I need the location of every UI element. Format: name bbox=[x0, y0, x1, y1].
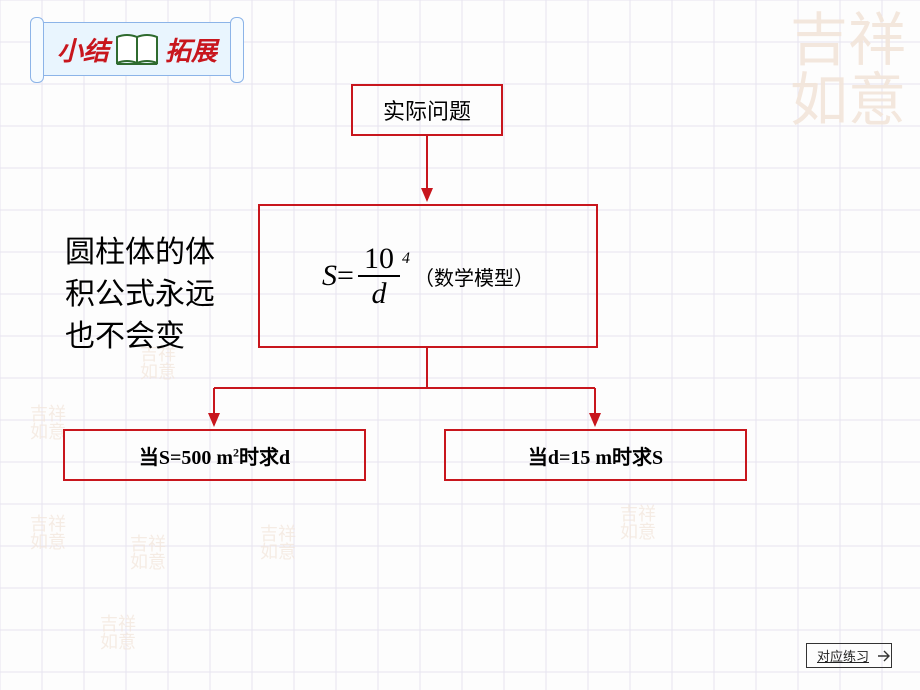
side-note: 圆柱体的体 积公式永远 也不会变 bbox=[65, 232, 215, 358]
next-exercise-label: 对应练习 bbox=[817, 649, 869, 664]
flow-node-middle: S = 10 d 4 （数学模型） bbox=[258, 204, 598, 348]
flow-right-label: 当d=15 m时求S bbox=[528, 441, 663, 470]
title-banner: 小结 拓展 bbox=[38, 22, 236, 76]
title-right: 拓展 bbox=[165, 31, 217, 68]
flow-node-right: 当d=15 m时求S bbox=[444, 429, 747, 481]
flow-node-top-label: 实际问题 bbox=[383, 94, 471, 126]
side-note-line: 积公式永远 bbox=[65, 274, 215, 316]
title-left: 小结 bbox=[57, 31, 109, 68]
formula-num-base: 10 bbox=[364, 242, 394, 275]
flow-left-prefix: 当S=500 m bbox=[139, 447, 233, 469]
formula-lhs: S bbox=[322, 259, 337, 293]
next-exercise-button[interactable]: 对应练习 bbox=[806, 643, 892, 668]
formula-eq: = bbox=[337, 259, 354, 293]
book-icon bbox=[115, 33, 159, 65]
flow-left-suffix: 时求d bbox=[239, 447, 290, 469]
formula-fraction: 10 d bbox=[358, 242, 400, 310]
flow-node-left: 当S=500 m2时求d bbox=[63, 429, 366, 481]
flow-node-top: 实际问题 bbox=[351, 84, 503, 136]
formula-exponent: 4 bbox=[402, 250, 410, 268]
formula: S = 10 d 4 （数学模型） bbox=[322, 242, 534, 310]
scroll-cap-left bbox=[30, 17, 44, 83]
formula-suffix: （数学模型） bbox=[414, 262, 534, 291]
formula-den: d bbox=[365, 277, 392, 310]
side-note-line: 也不会变 bbox=[65, 316, 215, 358]
arrow-right-icon bbox=[878, 650, 892, 662]
side-note-line: 圆柱体的体 bbox=[65, 232, 215, 274]
scroll-cap-right bbox=[230, 17, 244, 83]
